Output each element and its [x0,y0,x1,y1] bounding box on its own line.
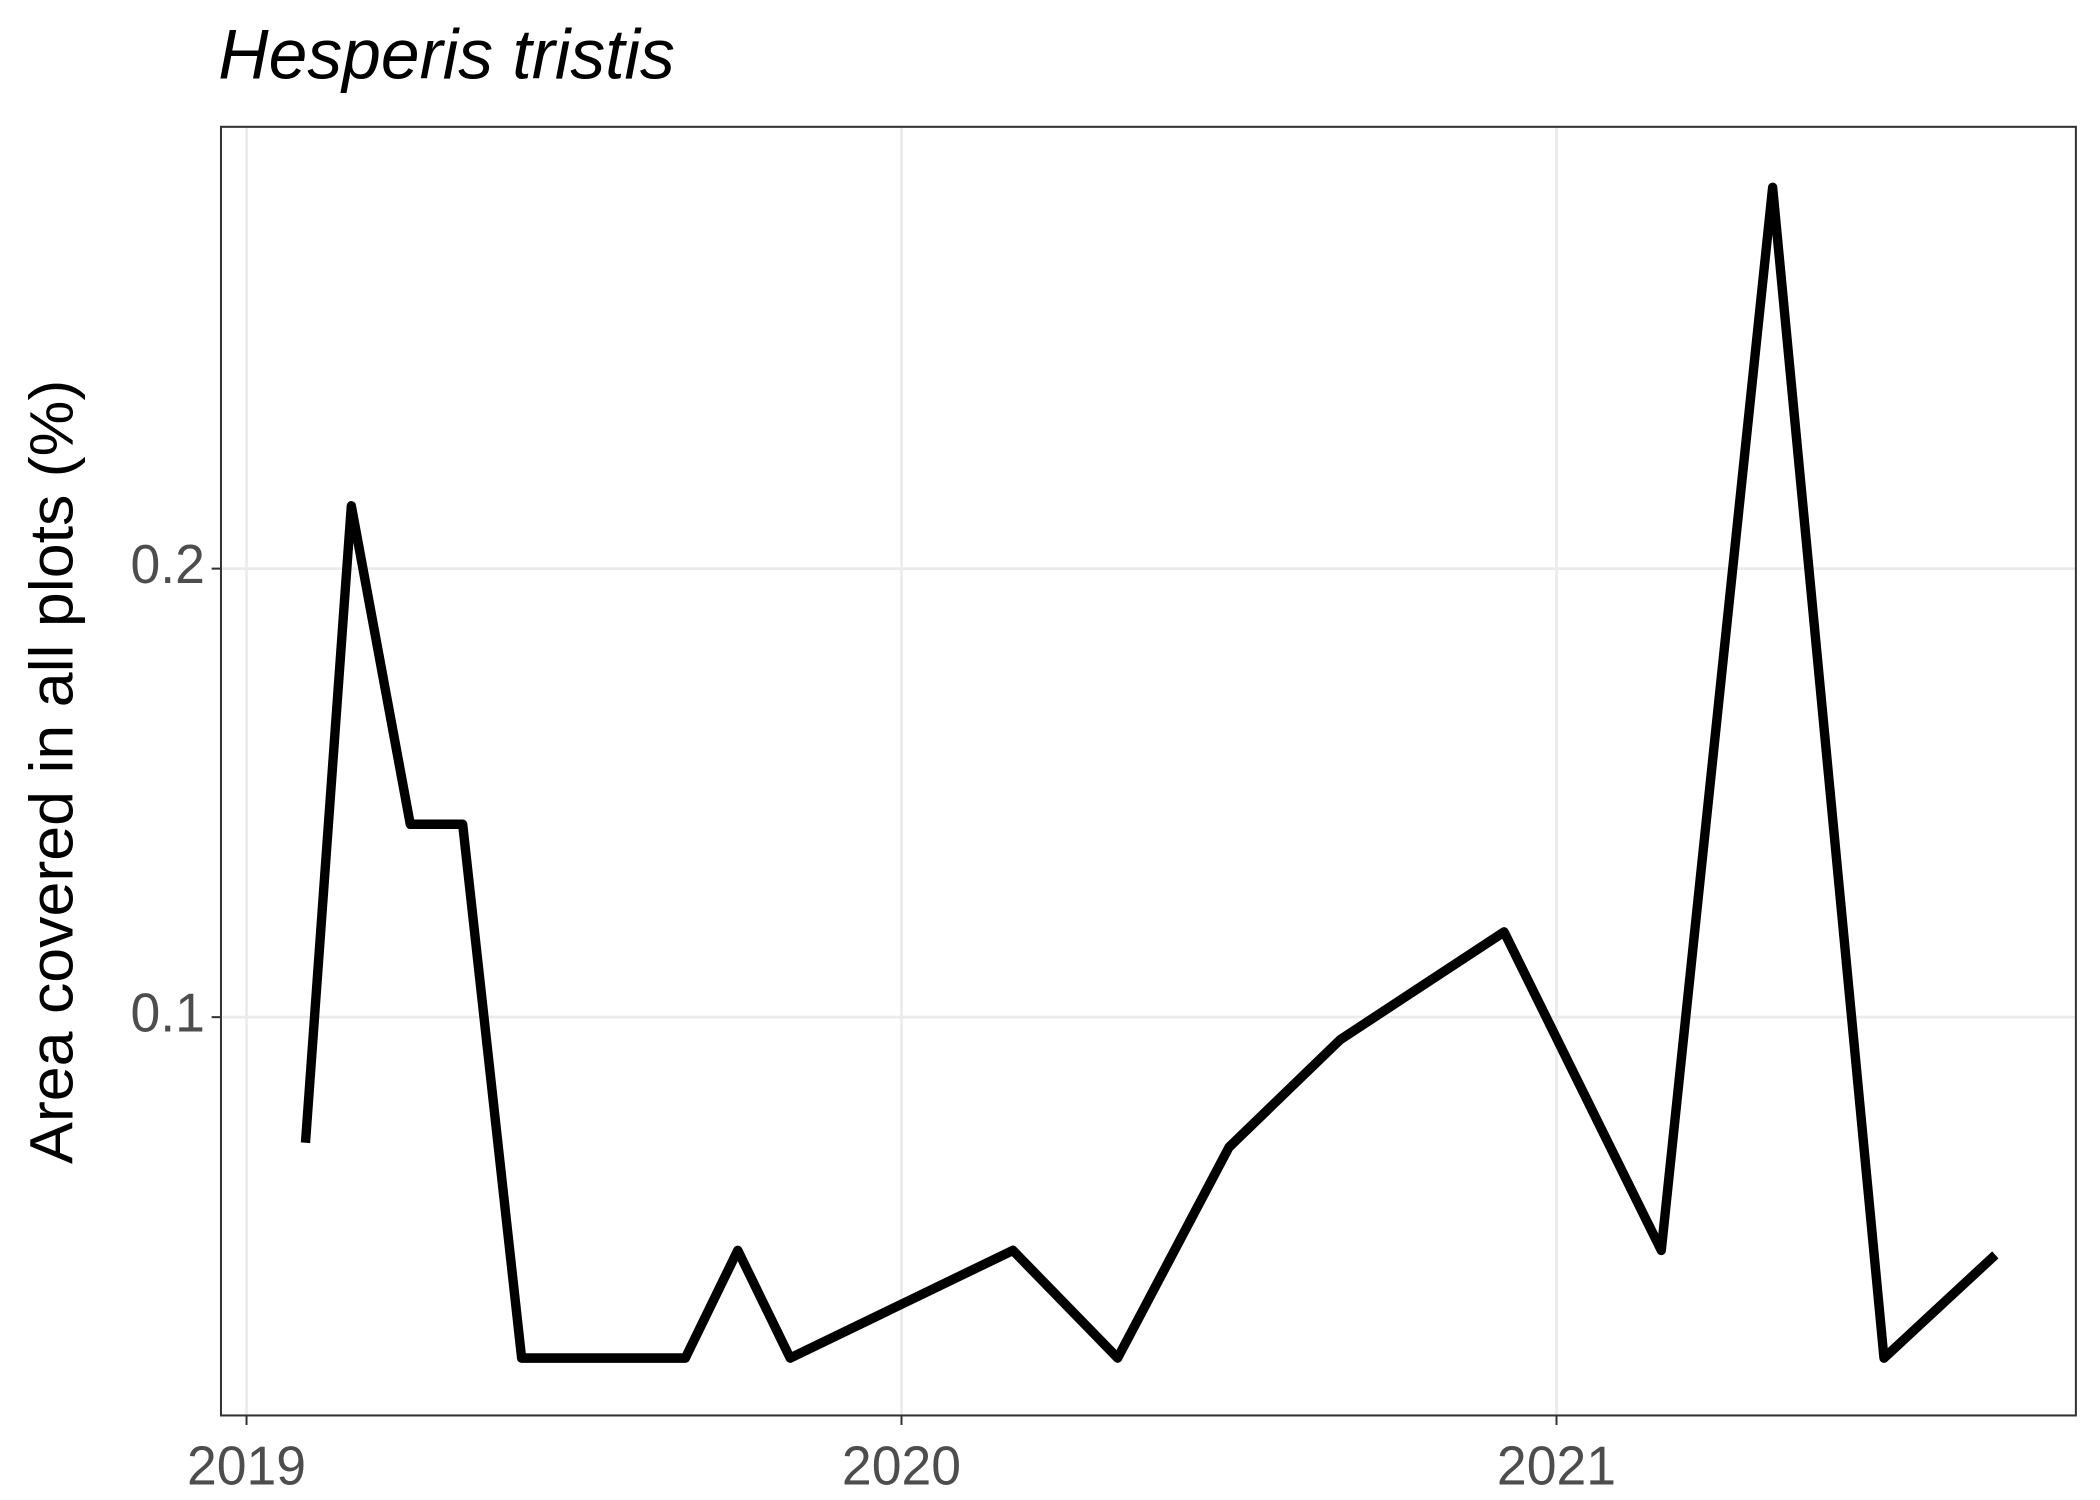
plot-area [300,182,1999,1363]
grid [220,126,2076,1416]
chart-title: Hesperis tristis [218,14,675,94]
data-line [300,182,1999,1363]
x-tick-label: 2019 [187,1436,306,1497]
y-tick-label: 0.2 [130,535,204,596]
y-tick-label: 0.1 [130,983,204,1044]
axes: 0.1 0.2 2019 2020 2021 [130,535,1616,1497]
panel-border [219,125,2077,1417]
x-tick-label: 2020 [842,1436,961,1497]
y-axis-label: Area covered in all plots (%) [18,380,86,1164]
x-tick-label: 2021 [1497,1436,1616,1497]
